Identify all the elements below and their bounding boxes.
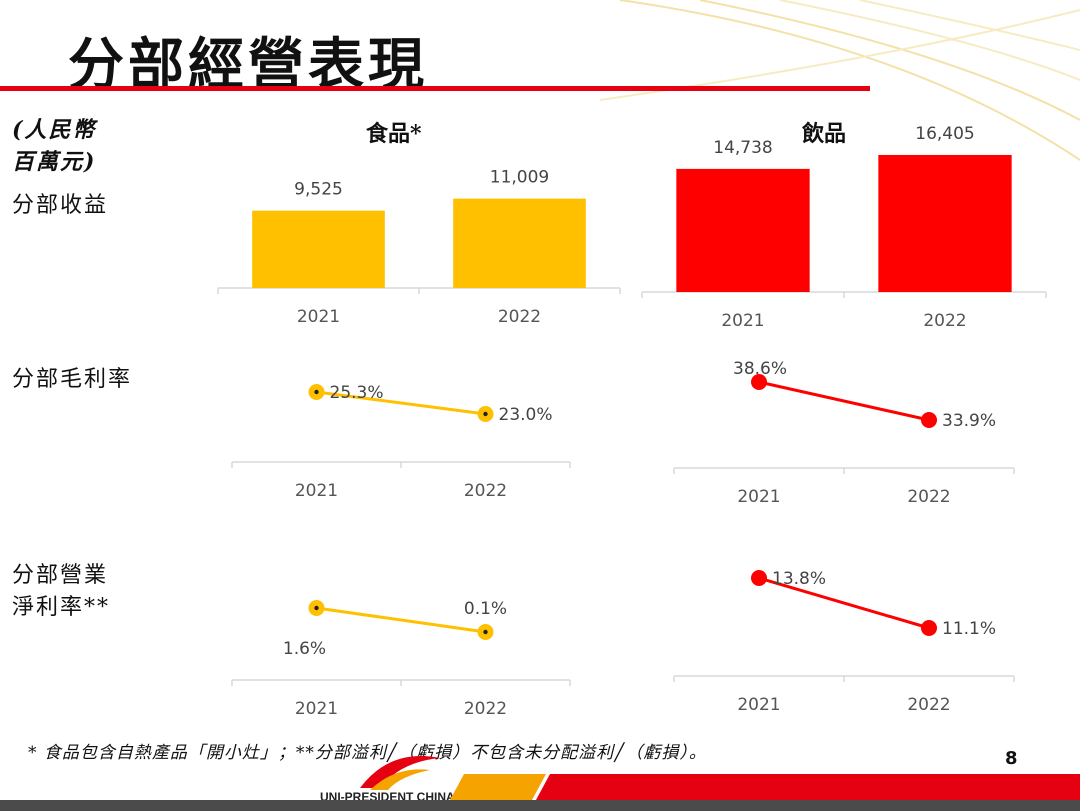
title-underline: [0, 86, 870, 91]
data-label: 1.6%: [283, 639, 326, 659]
unit-label-line-2: 百萬元): [12, 149, 97, 175]
bottom-bar: [0, 800, 1080, 811]
row-label-net-margin: 分部營業 淨利率**: [12, 560, 110, 624]
x-tick-label: 2022: [923, 311, 966, 331]
page-number: 8: [1005, 748, 1018, 769]
bar: [676, 168, 810, 292]
data-label: 11,009: [490, 168, 549, 188]
company-logo-icon: [360, 756, 440, 790]
column-header-beverage: 飲品: [802, 121, 847, 147]
unit-label: (人民幣 百萬元): [12, 114, 96, 178]
data-point-center: [483, 629, 488, 635]
series-line: [316, 390, 486, 416]
bar: [252, 210, 385, 288]
data-label: 14,738: [713, 138, 772, 158]
data-label: 13.8%: [772, 569, 826, 589]
footnote: * 食品包含自熱產品「開小灶」；**分部溢利╱（虧損）不包含未分配溢利╱（虧損）…: [28, 743, 707, 763]
data-label: 16,405: [915, 124, 974, 144]
row-label-net-margin-line-2: 淨利率**: [12, 595, 111, 620]
data-label: 25.3%: [330, 383, 384, 403]
data-point: [921, 412, 937, 428]
x-tick-label: 2021: [737, 487, 780, 507]
x-tick-label: 2022: [907, 695, 950, 715]
series-line: [316, 606, 486, 634]
data-label: 23.0%: [499, 405, 553, 425]
data-label: 38.6%: [733, 359, 787, 379]
x-tick-label: 2021: [295, 699, 338, 719]
bar: [878, 154, 1012, 292]
data-label: 9,525: [294, 180, 343, 200]
series-line: [758, 576, 930, 630]
data-point-center: [314, 389, 319, 395]
column-header-food: 食品*: [366, 121, 422, 147]
x-tick-label: 2022: [907, 487, 950, 507]
data-point-center: [483, 411, 488, 417]
data-point-center: [314, 605, 319, 611]
x-tick-label: 2021: [721, 311, 764, 331]
data-label: 0.1%: [464, 599, 507, 619]
data-point: [751, 570, 767, 586]
data-point: [751, 374, 767, 390]
bar: [453, 198, 586, 288]
x-tick-label: 2021: [297, 307, 340, 327]
x-tick-label: 2022: [498, 307, 541, 327]
x-tick-label: 2021: [737, 695, 780, 715]
row-label-revenue: 分部收益: [12, 193, 109, 218]
data-label: 11.1%: [942, 619, 996, 639]
row-label-gross-margin: 分部毛利率: [12, 367, 133, 392]
series-line: [758, 380, 930, 422]
unit-label-line-1: (人民幣: [12, 117, 97, 143]
x-tick-label: 2021: [295, 481, 338, 501]
row-label-net-margin-line-1: 分部營業: [12, 563, 109, 588]
x-tick-label: 2022: [464, 481, 507, 501]
x-tick-label: 2022: [464, 699, 507, 719]
bottom-stripes: [450, 774, 1080, 800]
data-label: 33.9%: [942, 411, 996, 431]
data-point: [921, 620, 937, 636]
